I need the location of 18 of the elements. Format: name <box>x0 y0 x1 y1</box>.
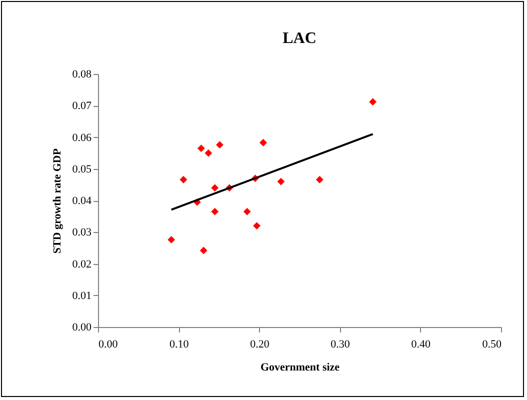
y-axis-title: STD growth rate GDP <box>51 148 64 254</box>
chart-title: LAC <box>282 30 316 47</box>
x-tick-label: 0.20 <box>250 338 270 350</box>
x-tick-label: 0.50 <box>482 338 502 350</box>
y-tick-label: 0.02 <box>72 258 92 270</box>
y-tick-label: 0.06 <box>72 132 92 144</box>
y-tick-label: 0.00 <box>72 322 92 334</box>
y-tick-label: 0.04 <box>72 195 92 207</box>
x-tick-label: 0.30 <box>330 338 350 350</box>
y-tick-label: 0.07 <box>72 100 92 112</box>
x-tick-label: 0.40 <box>411 338 432 350</box>
y-tick-label: 0.03 <box>72 226 92 239</box>
x-tick-label: 0.00 <box>98 338 118 350</box>
x-tick-label: 0.10 <box>169 338 190 350</box>
y-tick-label: 0.08 <box>72 68 92 80</box>
y-tick-label: 0.05 <box>72 163 92 176</box>
x-axis-title: Government size <box>260 362 340 374</box>
y-tick-label: 0.01 <box>72 290 92 302</box>
